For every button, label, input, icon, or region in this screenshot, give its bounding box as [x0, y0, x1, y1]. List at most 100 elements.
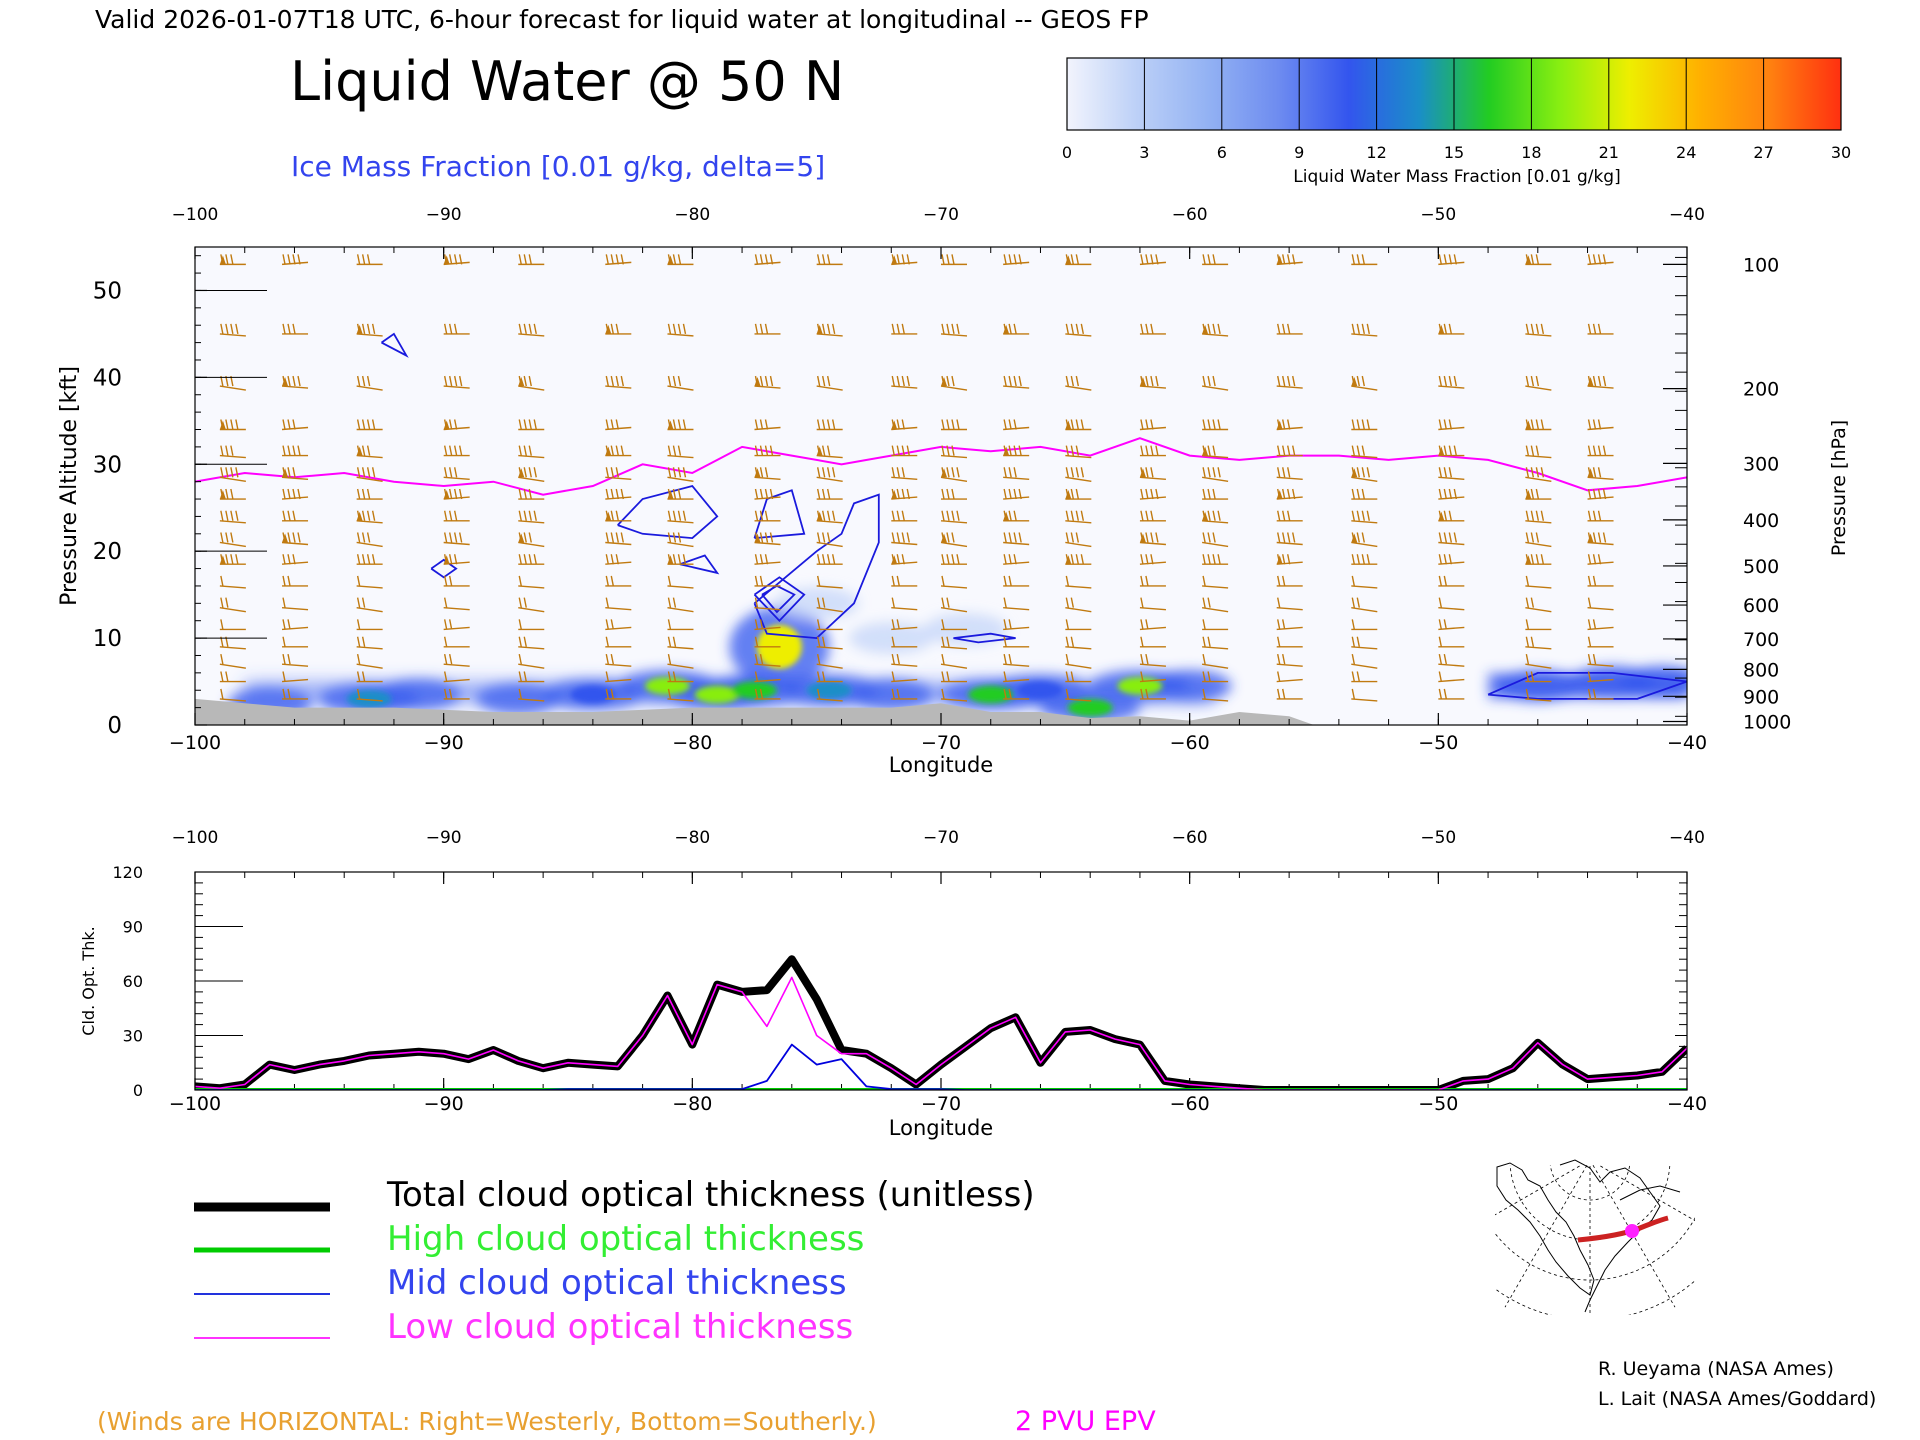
wind-barb: [282, 323, 309, 335]
wind-barb: [816, 671, 843, 683]
liquid-water-core: [644, 677, 690, 695]
x-tick-label-top: −50: [1420, 205, 1456, 225]
wind-barb: [1351, 419, 1378, 431]
wind-barb: [605, 375, 632, 389]
wind-barb: [816, 636, 843, 650]
wind-barb: [281, 254, 309, 266]
wind-barb: [1202, 488, 1229, 500]
wind-barb: [1139, 323, 1166, 335]
wind-barb: [1351, 671, 1378, 683]
wind-barb: [1525, 597, 1552, 613]
wind-barb: [1139, 254, 1166, 266]
wind-barb: [1525, 636, 1552, 650]
wind-barb: [219, 554, 246, 565]
mid-line: [195, 1043, 1687, 1090]
x-tick-label: −50: [1418, 1093, 1458, 1115]
wind-barb: [667, 575, 694, 589]
wind-barb: [1003, 254, 1030, 266]
wind-barb: [1351, 375, 1378, 391]
wind-barb: [1351, 554, 1378, 565]
colorbar-tick-label: 30: [1831, 143, 1851, 162]
wind-barb: [1351, 636, 1378, 650]
wind-barb: [1276, 554, 1303, 565]
wind-barb: [1351, 619, 1378, 631]
wind-barb: [1438, 467, 1465, 481]
wind-barb: [356, 554, 383, 565]
colorbar-tick-label: 27: [1753, 143, 1773, 162]
wind-barb: [891, 323, 918, 335]
wind-barb: [1065, 510, 1092, 524]
wind-barb: [1065, 488, 1092, 500]
wind-barb: [1202, 671, 1229, 683]
wind-barb: [1587, 619, 1614, 631]
wind-barb: [940, 575, 968, 589]
wind-barb: [282, 688, 309, 700]
cross-section-track: [1577, 1215, 1669, 1243]
wind-barb: [1587, 419, 1614, 431]
wind-barb: [1525, 467, 1552, 483]
wind-barb: [1003, 597, 1030, 611]
x-tick-label-top: −40: [1669, 828, 1705, 848]
wind-barb: [1351, 532, 1378, 548]
wind-barb: [667, 254, 694, 266]
ice-contour: [617, 484, 719, 540]
wind-barb: [281, 671, 309, 683]
wind-barb: [518, 510, 545, 524]
pressure-tick-label: 400: [1743, 510, 1779, 532]
wind-barb: [518, 445, 545, 459]
plot-background: [195, 872, 1687, 1090]
wind-barb: [443, 636, 470, 648]
wind-barb: [667, 488, 694, 500]
wind-barb: [1351, 654, 1378, 669]
liquid-water-core: [1017, 681, 1063, 700]
wind-barb: [667, 554, 694, 565]
wind-barb: [1587, 467, 1614, 481]
x-tick-label: −90: [424, 1093, 464, 1115]
y-tick-label: 10: [93, 626, 122, 652]
wind-barb: [1065, 445, 1092, 459]
wind-barb: [1351, 688, 1378, 702]
liquid-water-core: [732, 681, 777, 700]
wind-barb: [1202, 619, 1229, 631]
wind-barb: [1201, 467, 1229, 483]
wind-barb: [667, 654, 694, 669]
wind-barb: [605, 510, 632, 522]
wind-barb: [816, 575, 843, 589]
wind-barb: [219, 254, 246, 266]
liquid-water-core: [806, 681, 852, 700]
wind-barb: [1438, 375, 1465, 389]
wind-barb: [1351, 510, 1378, 524]
wind-barb: [754, 467, 781, 481]
wind-barb: [1202, 445, 1229, 459]
wind-barb: [1139, 619, 1166, 631]
x-tick-label-top: −90: [426, 205, 462, 225]
wind-barb: [816, 510, 843, 524]
liquid-water-blob: [774, 587, 859, 620]
x-tick-label-top: −90: [426, 828, 462, 848]
wind-barb: [1587, 597, 1614, 611]
wind-barb: [1438, 575, 1465, 587]
wind-barb: [1587, 636, 1614, 648]
wind-barb: [518, 575, 545, 589]
wind-barb: [1139, 597, 1166, 611]
colorbar: 0 3 6 9 12 15 18 21 24 27 30: [1062, 57, 1851, 162]
wind-barb: [1525, 488, 1552, 500]
pressure-axis-label: Pressure [hPa]: [1828, 420, 1850, 556]
plot-frame: [194, 246, 1688, 726]
wind-barb: [356, 419, 383, 431]
wind-barb: [281, 597, 309, 611]
wind-barb: [940, 510, 968, 524]
wind-barb: [667, 532, 694, 548]
y-axis-label: Cld. Opt. Thk.: [79, 926, 98, 1035]
liquid-water-core: [968, 685, 1014, 704]
wind-barb: [605, 323, 632, 335]
wind-barb: [754, 375, 781, 389]
wind-barb: [754, 654, 781, 667]
wind-barb: [1139, 688, 1166, 700]
colorbar-tick-label: 9: [1294, 143, 1304, 162]
x-tick-label-top: −70: [923, 828, 959, 848]
wind-barb: [281, 532, 309, 546]
wind-barb: [1202, 510, 1229, 524]
wind-barb: [1003, 510, 1030, 522]
